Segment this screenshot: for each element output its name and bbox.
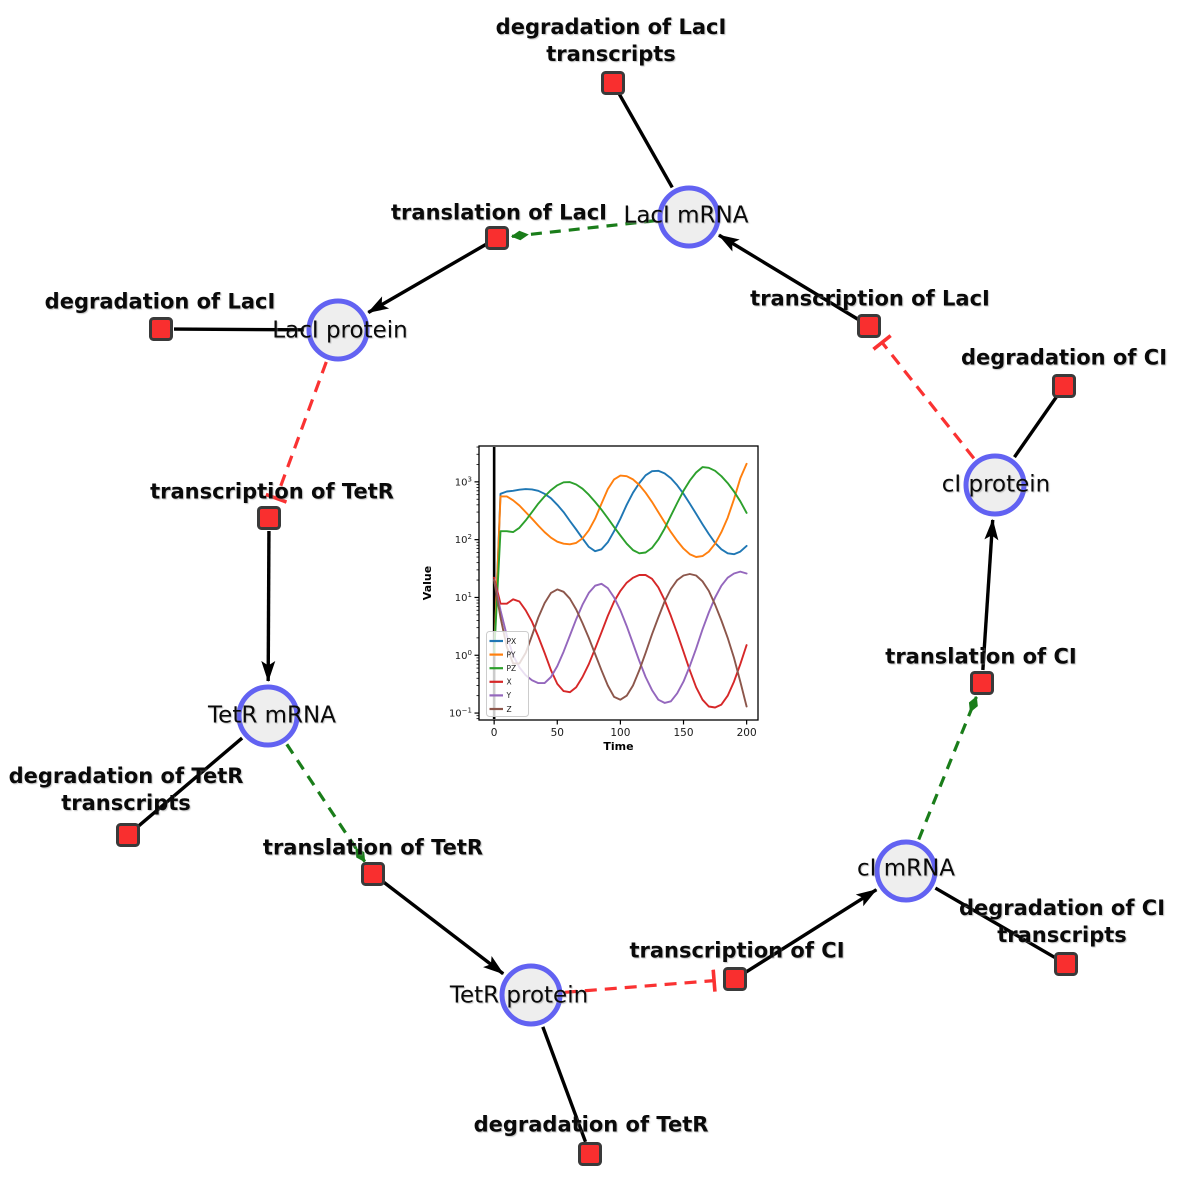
edge-consumption-ci-mrna-to-deg-ci-transcripts bbox=[934, 886, 1056, 959]
reaction-node-translation-ci[interactable] bbox=[970, 671, 994, 695]
edge-consumption-ci-protein-to-deg-ci bbox=[1013, 395, 1058, 459]
edge-production-transcription-laci-to-laci-mrna bbox=[718, 233, 859, 321]
reaction-node-deg-laci[interactable] bbox=[149, 317, 173, 341]
chart-series-X bbox=[493, 574, 748, 709]
reaction-node-deg-ci-transcripts[interactable] bbox=[1054, 952, 1078, 976]
legend-label-PZ: PZ bbox=[507, 664, 517, 673]
species-node-ci-protein[interactable] bbox=[963, 453, 1027, 517]
edge-production-transcription-ci-to-ci-mrna bbox=[745, 888, 878, 974]
chart-series-PY bbox=[493, 462, 748, 657]
edge-consumption-laci-protein-to-deg-laci bbox=[173, 327, 305, 332]
edge-inhibition-ci-protein-to-transcription-laci bbox=[872, 334, 976, 460]
x-tick-label: 100 bbox=[610, 727, 630, 739]
edge-modifier-tetr-mrna-to-translation-tetr bbox=[285, 743, 367, 863]
legend-label-X: X bbox=[507, 678, 512, 687]
edge-production-translation-laci-to-laci-protein bbox=[367, 243, 487, 314]
edge-production-translation-ci-to-ci-protein bbox=[981, 518, 999, 671]
edge-inhibition-tetr-protein-to-transcription-ci bbox=[564, 969, 717, 994]
y-tick-label: 101 bbox=[455, 591, 472, 604]
legend-label-PY: PY bbox=[507, 650, 516, 659]
reaction-node-transcription-tetr[interactable] bbox=[257, 506, 281, 530]
edge-consumption-tetr-mrna-to-deg-tetr-transcripts bbox=[136, 736, 244, 828]
y-tick-label: 10−1 bbox=[449, 707, 472, 720]
edge-consumption-laci-mrna-to-deg-laci-transcripts bbox=[617, 93, 674, 189]
chart-series-Y bbox=[493, 570, 748, 704]
x-tick-label: 200 bbox=[737, 727, 757, 739]
chart-xlabel: Time bbox=[603, 740, 633, 753]
x-tick-label: 50 bbox=[551, 727, 564, 739]
edge-production-translation-tetr-to-tetr-protein bbox=[382, 880, 505, 976]
x-tick-label: 150 bbox=[673, 727, 693, 739]
edge-consumption-tetr-protein-to-deg-tetr bbox=[541, 1026, 588, 1143]
chart-series-Z bbox=[493, 573, 748, 708]
y-tick-label: 103 bbox=[455, 475, 472, 488]
edge-inhibition-laci-protein-to-transcription-tetr bbox=[265, 361, 328, 504]
edge-modifier-ci-mrna-to-translation-ci bbox=[917, 695, 978, 841]
species-node-laci-mrna[interactable] bbox=[657, 185, 721, 249]
y-tick-label: 100 bbox=[455, 649, 472, 662]
reaction-node-translation-tetr[interactable] bbox=[361, 862, 385, 886]
reaction-node-deg-tetr[interactable] bbox=[578, 1142, 602, 1166]
legend-label-Y: Y bbox=[506, 691, 512, 700]
chart-series-PX bbox=[493, 469, 748, 657]
edges-layer bbox=[136, 93, 1058, 1143]
reaction-node-deg-laci-transcripts[interactable] bbox=[601, 71, 625, 95]
reaction-node-deg-ci[interactable] bbox=[1052, 374, 1076, 398]
edge-modifier-laci-mrna-to-translation-laci bbox=[510, 219, 656, 241]
species-node-laci-protein[interactable] bbox=[306, 298, 370, 362]
species-node-tetr-mrna[interactable] bbox=[236, 684, 300, 748]
reaction-node-translation-laci[interactable] bbox=[485, 226, 509, 250]
legend-label-PX: PX bbox=[507, 637, 517, 646]
chart-ylabel: Value bbox=[421, 566, 434, 600]
species-node-tetr-protein[interactable] bbox=[499, 963, 563, 1027]
reaction-node-transcription-ci[interactable] bbox=[723, 967, 747, 991]
legend-label-Z: Z bbox=[507, 705, 512, 714]
species-node-ci-mrna[interactable] bbox=[874, 839, 938, 903]
edge-production-transcription-tetr-to-tetr-mrna bbox=[261, 530, 276, 683]
y-tick-label: 102 bbox=[455, 533, 472, 546]
chart-series-PZ bbox=[493, 466, 748, 657]
x-tick-label: 0 bbox=[491, 727, 498, 739]
reaction-node-transcription-laci[interactable] bbox=[857, 314, 881, 338]
inset-chart: 10−1 100 101 102 103 0 50 100 150 200 Time Value PX P… bbox=[421, 436, 777, 764]
reaction-node-deg-tetr-transcripts[interactable] bbox=[116, 823, 140, 847]
